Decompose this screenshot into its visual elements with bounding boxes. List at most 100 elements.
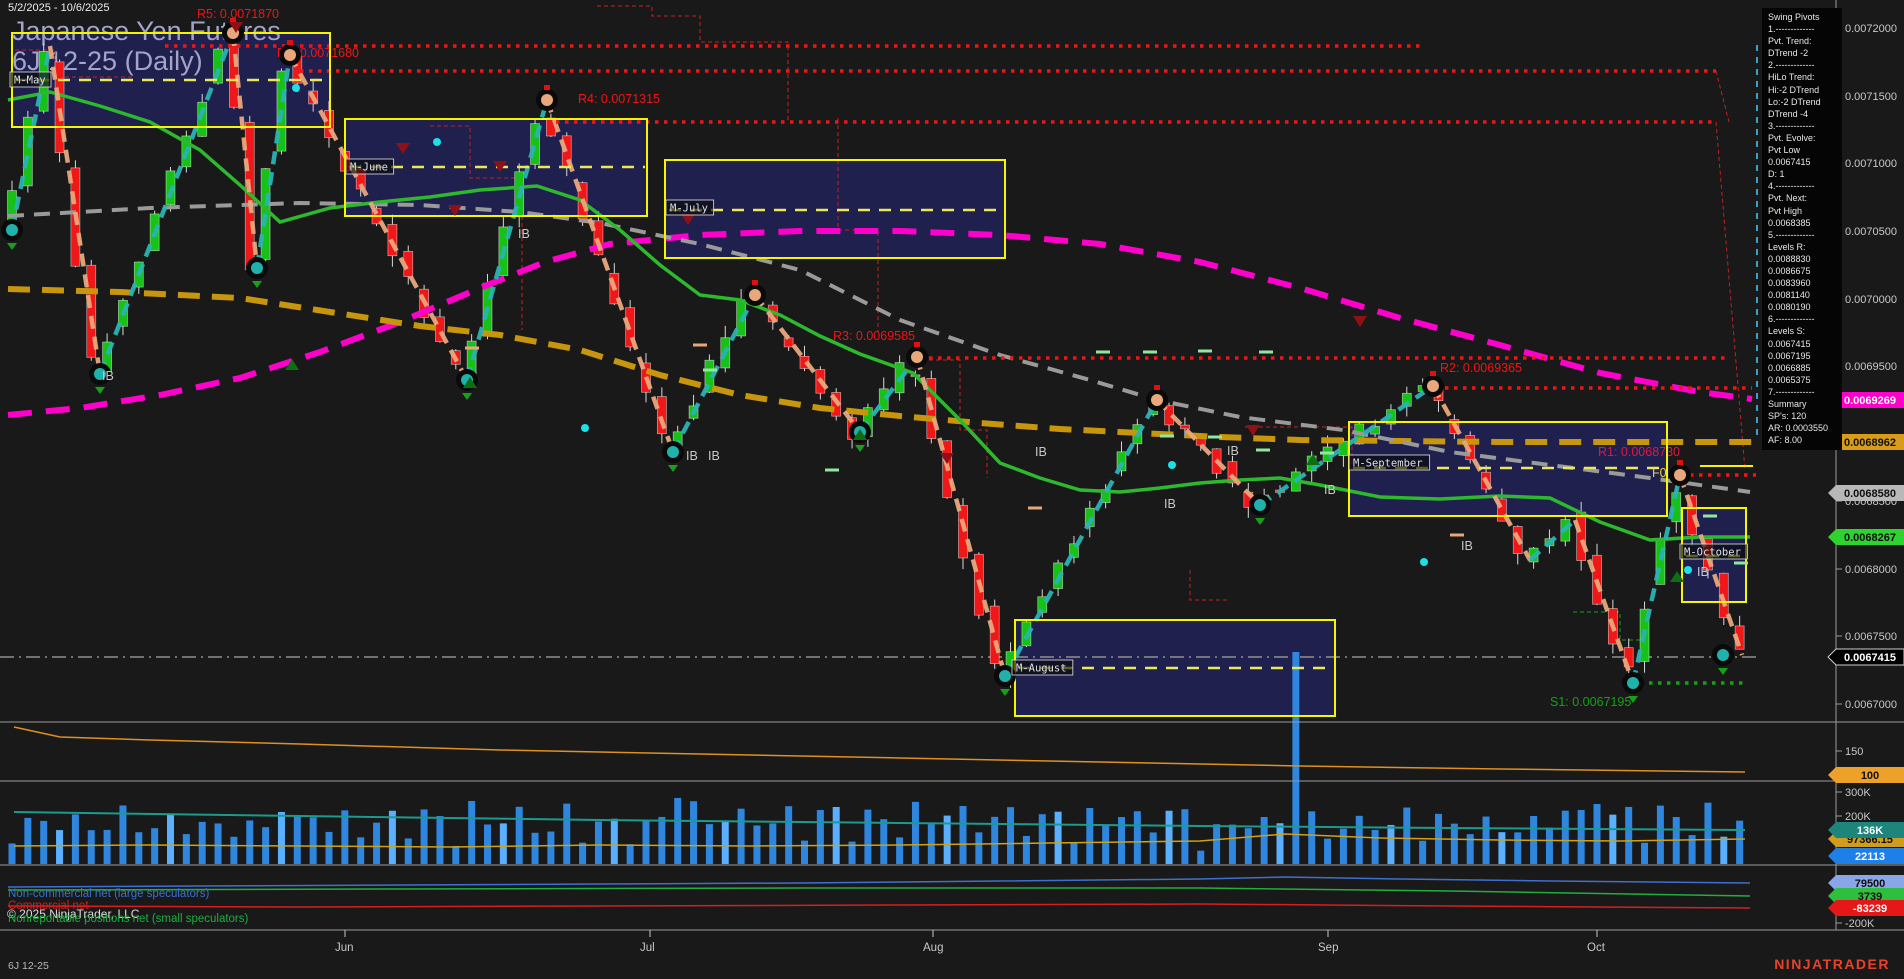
mint-dash-marker xyxy=(1703,514,1717,518)
time-axis-label-jun: Jun xyxy=(335,942,354,954)
pivot-high-tick xyxy=(914,342,920,347)
volume-bar xyxy=(610,818,618,864)
mint-dash-marker xyxy=(1143,350,1157,354)
pivot-level-label-r4: R4: 0.0071315 xyxy=(578,92,660,106)
volume-bar xyxy=(563,803,571,864)
volume-bar xyxy=(880,819,888,864)
price-tag xyxy=(1828,900,1904,916)
swing-pivots-line: D: 1 xyxy=(1768,169,1785,180)
ma-green-line xyxy=(7,90,1750,542)
stop-step-line xyxy=(1189,570,1228,601)
volume-bar xyxy=(785,806,793,864)
pivot-low-dot xyxy=(999,670,1011,682)
volume-bar xyxy=(1387,824,1395,864)
volume-bar xyxy=(1593,804,1601,864)
price-tag xyxy=(1828,848,1904,864)
volume-bar xyxy=(1086,807,1094,864)
pivot-high-tick xyxy=(287,40,293,45)
pivot-high-dot xyxy=(911,351,923,363)
month-label-m-september: M-September xyxy=(1353,458,1423,470)
sell-marker-icon xyxy=(396,143,410,154)
cyan-dot-marker xyxy=(433,138,441,146)
candle-up xyxy=(530,123,540,165)
pivot-level-label-r3: R3: 0.0069585 xyxy=(833,329,915,343)
volume-bar xyxy=(1577,809,1585,864)
volume-bar xyxy=(1609,814,1617,864)
date-range: 5/2/2025 - 10/6/2025 xyxy=(8,2,110,14)
swing-pivots-line: 0.0067195 xyxy=(1768,350,1811,361)
axis-tick-label: 0.0067500 xyxy=(1845,631,1897,643)
volume-bar xyxy=(531,832,539,864)
noncommercial-net-line xyxy=(7,876,1751,888)
buy-marker-icon xyxy=(1306,454,1320,465)
mint-dash-marker xyxy=(1160,434,1174,438)
volume-bar xyxy=(1498,832,1506,864)
volume-bar xyxy=(1419,840,1427,864)
price-tag xyxy=(1828,822,1904,838)
volume-bar xyxy=(721,820,729,864)
pivot-low-dot xyxy=(94,368,106,380)
swing-pivots-line: Pvt. Next: xyxy=(1768,193,1808,204)
zigzag-down-leg xyxy=(230,32,260,269)
candle-down xyxy=(1497,498,1507,522)
swing-pivots-line: SP's: 120 xyxy=(1768,411,1807,422)
volume-bar xyxy=(515,806,523,864)
swing-pivots-line: 0.0067415 xyxy=(1768,338,1811,349)
volume-bar xyxy=(1545,827,1553,864)
axis-tick-label: 200K xyxy=(1845,811,1871,823)
zigzag-down-leg xyxy=(1572,519,1636,684)
pivot-low-dot xyxy=(1254,499,1266,511)
volume-bar xyxy=(167,814,174,864)
inside-bar-label: IB xyxy=(708,449,720,463)
volume-bar xyxy=(1308,811,1316,864)
pivot-high-tick xyxy=(544,85,550,90)
price-tag xyxy=(1828,434,1904,450)
price-tag-value: 0.0067415 xyxy=(1844,652,1896,664)
swing-pivots-line: Levels S: xyxy=(1768,326,1806,337)
zigzag-up-leg xyxy=(97,32,236,375)
inside-bar-label: IB xyxy=(1697,565,1709,579)
volume-bar xyxy=(230,836,238,864)
swing-pivots-line: 3.------------- xyxy=(1768,120,1815,131)
inside-bar-label: IB xyxy=(1035,445,1047,459)
ma-gold-line xyxy=(7,286,1752,445)
inside-bar-label: IB xyxy=(1164,497,1176,511)
axis-tick-label: 0.0067000 xyxy=(1845,699,1897,711)
pivot-level-label-s1: S1: 0.0067195 xyxy=(1550,695,1631,709)
price-tag-value: 136K xyxy=(1857,825,1883,837)
price-tag xyxy=(1828,875,1904,891)
legend-noncommercial-net: Non-commercial net (large speculators) xyxy=(8,888,210,900)
cyan-dot-marker xyxy=(1684,566,1692,574)
inside-bar-label: IB xyxy=(518,227,530,241)
candle-up xyxy=(213,48,223,84)
sell-marker-icon xyxy=(1246,425,1260,436)
price-tag xyxy=(1828,529,1904,545)
volume-bar xyxy=(420,809,428,864)
zigzag-up-leg xyxy=(1258,384,1435,507)
volume-bar xyxy=(1149,832,1157,864)
volume-bar xyxy=(1038,814,1046,864)
volume-bar xyxy=(753,825,761,864)
candle-down xyxy=(435,316,445,342)
volume-bar xyxy=(151,828,159,864)
volume-bar xyxy=(991,816,999,864)
cyan-dot-marker xyxy=(292,84,300,92)
month-label-box xyxy=(1348,454,1431,471)
legend-nonreportable-net: Nonreportable positions net (small specu… xyxy=(8,913,249,925)
zigzag-up-leg xyxy=(464,99,550,381)
volume-bar xyxy=(1181,809,1189,864)
buy-marker-icon xyxy=(463,377,477,388)
swing-pivots-line: Summary xyxy=(1768,399,1807,409)
volume-bar xyxy=(1625,806,1633,864)
volume-bar xyxy=(277,812,285,864)
axis-tick-label: 0.0071500 xyxy=(1845,91,1897,103)
pivot-high-tick xyxy=(1154,385,1160,390)
volume-bar xyxy=(357,837,365,864)
axis-tick-label: 0.0072000 xyxy=(1845,23,1897,35)
pivot-high-dot xyxy=(749,289,761,301)
volume-bar xyxy=(341,810,349,864)
volume-bar xyxy=(388,810,396,864)
volume-bar xyxy=(1213,824,1221,864)
zigzag-down-leg xyxy=(1677,474,1745,656)
